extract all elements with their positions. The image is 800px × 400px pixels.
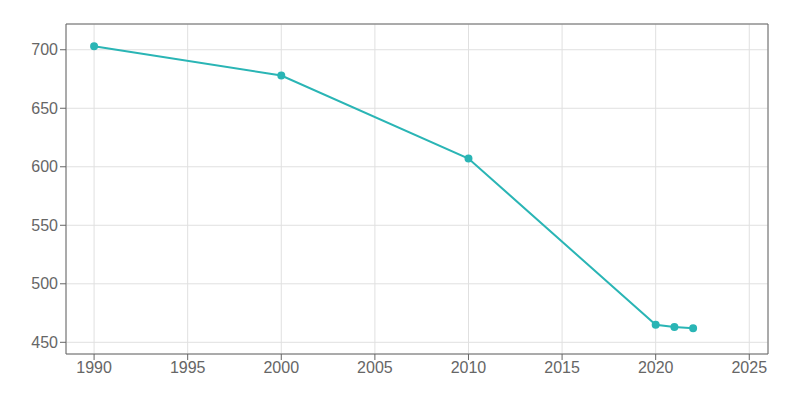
svg-text:2020: 2020 bbox=[638, 359, 674, 376]
svg-text:450: 450 bbox=[31, 334, 58, 351]
svg-text:600: 600 bbox=[31, 158, 58, 175]
svg-text:2025: 2025 bbox=[731, 359, 767, 376]
svg-text:650: 650 bbox=[31, 100, 58, 117]
svg-text:2015: 2015 bbox=[544, 359, 580, 376]
svg-text:2010: 2010 bbox=[451, 359, 487, 376]
svg-text:2005: 2005 bbox=[357, 359, 393, 376]
svg-text:2000: 2000 bbox=[263, 359, 299, 376]
svg-text:1990: 1990 bbox=[76, 359, 112, 376]
svg-text:700: 700 bbox=[31, 41, 58, 58]
svg-text:500: 500 bbox=[31, 275, 58, 292]
svg-text:550: 550 bbox=[31, 217, 58, 234]
svg-text:1995: 1995 bbox=[170, 359, 206, 376]
